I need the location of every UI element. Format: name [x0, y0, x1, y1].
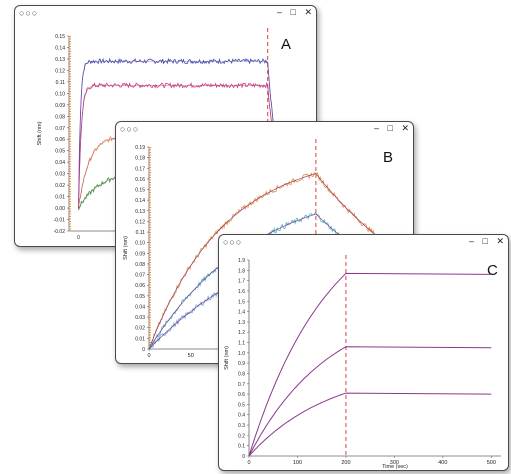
x-tick-label: 50 — [188, 353, 194, 359]
y-tick-label: 0.12 — [135, 219, 145, 225]
y-tick-label: 0.5 — [238, 402, 245, 408]
x-tick-label: 0 — [247, 460, 250, 466]
close-icon[interactable]: ✕ — [401, 123, 409, 133]
y-tick-label: 0.00 — [55, 206, 65, 212]
fit-line-1 — [148, 173, 413, 350]
y-tick-label: -0.01 — [54, 218, 66, 224]
y-tick-label: 0.08 — [135, 262, 145, 268]
y-tick-label: 1.6 — [238, 289, 245, 295]
y-axis-label: Shift (nm) — [37, 121, 43, 145]
maximize-icon[interactable]: □ — [482, 236, 488, 246]
series-line-2 — [248, 346, 492, 457]
y-tick-label: 0.8 — [238, 371, 245, 377]
minimize-icon[interactable]: – — [276, 7, 282, 17]
panel-label-b: B — [383, 149, 394, 166]
close-icon[interactable]: ✕ — [496, 236, 504, 246]
y-tick-label: 0.10 — [55, 91, 65, 97]
y-tick-label: 0.06 — [135, 283, 145, 289]
y-tick-label: 0.07 — [55, 126, 65, 132]
x-axis-label: Time (sec) — [382, 464, 408, 470]
y-tick-label: 0.18 — [135, 156, 145, 162]
y-tick-label: 1.8 — [238, 268, 245, 274]
minimize-icon[interactable]: – — [468, 236, 474, 246]
x-tick-label: 0 — [147, 353, 150, 359]
y-tick-label: 0.06 — [55, 137, 65, 143]
y-tick-label: 0.1 — [238, 444, 245, 450]
window-c-titlebar[interactable]: ○○○ – □ ✕ — [219, 235, 508, 249]
x-tick-label: 0 — [77, 235, 80, 241]
y-tick-label: 0.11 — [136, 230, 146, 236]
y-tick-label: 1.2 — [238, 330, 245, 336]
y-tick-label: 0.04 — [135, 304, 145, 310]
y-tick-label: 0.02 — [55, 183, 65, 189]
y-tick-label: 0.10 — [135, 241, 145, 247]
series-line-3 — [248, 392, 492, 457]
window-a-titlebar[interactable]: ○○○ – □ ✕ — [15, 6, 316, 20]
y-tick-label: 0.16 — [135, 177, 145, 183]
y-tick-label: 0 — [142, 347, 145, 353]
y-tick-label: 1.0 — [238, 351, 245, 357]
y-tick-label: 1.5 — [238, 299, 245, 305]
y-tick-label: 0 — [242, 454, 245, 460]
y-tick-label: 0.09 — [135, 251, 145, 257]
y-tick-label: 0.14 — [135, 198, 145, 204]
y-tick-label: 1.1 — [238, 341, 245, 347]
y-tick-label: 0.11 — [56, 80, 66, 86]
y-tick-label: -0.02 — [54, 229, 66, 235]
y-tick-label: 0.08 — [55, 114, 65, 120]
y-axis-label: Shift (nm) — [224, 346, 230, 370]
y-tick-label: 0.13 — [135, 209, 145, 215]
y-tick-label: 0.19 — [135, 145, 145, 151]
x-tick-label: 500 — [487, 460, 496, 466]
y-tick-label: 0.12 — [55, 68, 65, 74]
y-tick-label: 0.02 — [135, 326, 145, 332]
fit-line-2 — [78, 85, 310, 209]
close-icon[interactable]: ✕ — [304, 7, 312, 17]
y-tick-label: 0.17 — [135, 166, 145, 172]
y-tick-label: 0.03 — [135, 315, 145, 321]
y-tick-label: 0.7 — [238, 382, 245, 388]
y-tick-label: 0.9 — [238, 361, 245, 367]
x-tick-label: 400 — [438, 460, 447, 466]
minimize-icon[interactable]: – — [373, 123, 379, 133]
y-tick-label: 1.3 — [238, 320, 245, 326]
y-tick-label: 0.13 — [55, 57, 65, 63]
y-tick-label: 0.15 — [135, 188, 145, 194]
x-tick-label: 300 — [390, 460, 399, 466]
y-tick-label: 0.03 — [55, 172, 65, 178]
y-tick-label: 0.09 — [55, 103, 65, 109]
y-tick-label: 1.7 — [238, 279, 245, 285]
y-tick-label: 1.4 — [238, 310, 245, 316]
y-tick-label: 1.9 — [238, 258, 245, 264]
fit-line-1 — [78, 60, 310, 209]
y-tick-label: 0.04 — [55, 160, 65, 166]
y-tick-label: 0.01 — [135, 336, 145, 342]
y-tick-label: 0.3 — [238, 423, 245, 429]
maximize-icon[interactable]: □ — [290, 7, 296, 17]
y-tick-label: 0.14 — [55, 45, 65, 51]
x-tick-label: 100 — [293, 460, 302, 466]
window-c: ○○○ – □ ✕ C 0 0.1 0.2 0.3 0.4 0.5 0.6 0.7 0.8 0.9… — [218, 234, 509, 471]
window-dots-icon: ○○○ — [223, 237, 243, 247]
panel-label-a: A — [281, 36, 292, 53]
window-dots-icon: ○○○ — [120, 124, 140, 134]
maximize-icon[interactable]: □ — [387, 123, 393, 133]
y-tick-label: 0.05 — [135, 294, 145, 300]
y-tick-label: 0.4 — [238, 413, 245, 419]
y-axis-label: Shift (nm) — [123, 236, 129, 260]
panel-label-c: C — [487, 262, 498, 279]
window-dots-icon: ○○○ — [19, 8, 39, 18]
y-tick-label: 0.05 — [55, 149, 65, 155]
chart-c: 0 0.1 0.2 0.3 0.4 0.5 0.6 0.7 0.8 0.9 1.0 1.1 1.2 1.3… — [224, 255, 501, 470]
y-tick-label: 0.07 — [135, 273, 145, 279]
y-tick-label: 0.15 — [55, 34, 65, 40]
window-b-titlebar[interactable]: ○○○ – □ ✕ — [116, 122, 413, 136]
y-tick-label: 0.6 — [238, 392, 245, 398]
y-tick-label: 0.2 — [238, 433, 245, 439]
series-line-1 — [248, 272, 492, 457]
x-tick-label: 200 — [341, 460, 350, 466]
y-tick-label: 0.01 — [55, 195, 65, 201]
